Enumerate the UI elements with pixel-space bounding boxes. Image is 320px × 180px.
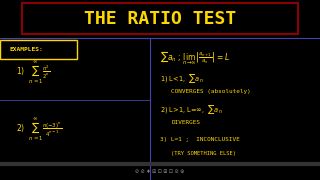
- Text: THE RATIO TEST: THE RATIO TEST: [84, 10, 236, 28]
- Text: ⊘ ⊘ ♦ ⊞ ⊡ ⊞ ⊡ ⊘ ⊕: ⊘ ⊘ ♦ ⊞ ⊡ ⊞ ⊡ ⊘ ⊕: [135, 169, 185, 174]
- Text: 1)  $\sum_{n=1}^{\infty} \frac{n^2}{2^n}$: 1) $\sum_{n=1}^{\infty} \frac{n^2}{2^n}$: [16, 60, 50, 86]
- Text: 1) L<1,  $\sum a_n$: 1) L<1, $\sum a_n$: [160, 72, 204, 85]
- Text: CONVERGES (absolutely): CONVERGES (absolutely): [171, 89, 251, 94]
- Text: (TRY SOMETHING ELSE): (TRY SOMETHING ELSE): [171, 151, 236, 156]
- Text: 2)  $\sum_{n=1}^{\infty} \frac{n(-3)^n}{4^{n-1}}$: 2) $\sum_{n=1}^{\infty} \frac{n(-3)^n}{4…: [16, 116, 62, 143]
- Text: $\sum a_n$ ; $\lim_{n \to \infty} \left| \frac{a_{n+1}}{a_n} \right| = L$: $\sum a_n$ ; $\lim_{n \to \infty} \left|…: [160, 49, 230, 67]
- Text: 2) L>1, L=$\infty$,  $\sum a_n$: 2) L>1, L=$\infty$, $\sum a_n$: [160, 103, 223, 116]
- Text: DIVERGES: DIVERGES: [171, 120, 200, 125]
- Text: EXAMPLES:: EXAMPLES:: [10, 47, 43, 52]
- Text: 3) L=1 ;  INCONCLUSIVE: 3) L=1 ; INCONCLUSIVE: [160, 137, 240, 142]
